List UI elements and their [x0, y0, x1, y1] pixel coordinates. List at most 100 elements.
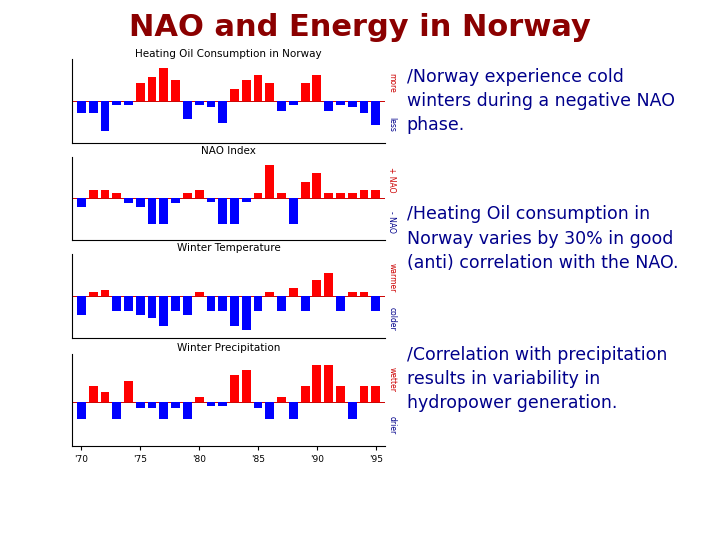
Bar	[207, 198, 215, 202]
Bar	[242, 198, 251, 202]
Bar	[194, 190, 204, 198]
Bar	[171, 402, 180, 408]
Bar	[159, 198, 168, 224]
Bar	[89, 292, 98, 296]
Bar	[277, 102, 286, 111]
Bar	[101, 102, 109, 131]
Bar	[277, 193, 286, 198]
Text: wetter: wetter	[387, 367, 396, 392]
Bar	[101, 392, 109, 402]
Bar	[230, 296, 239, 326]
Bar	[266, 165, 274, 198]
Bar	[218, 198, 227, 224]
Bar	[77, 102, 86, 113]
Bar	[124, 102, 133, 105]
Bar	[148, 296, 156, 319]
Bar	[136, 296, 145, 315]
Bar	[207, 402, 215, 406]
Bar	[266, 83, 274, 102]
Bar	[372, 190, 380, 198]
Title: Heating Oil Consumption in Norway: Heating Oil Consumption in Norway	[135, 49, 322, 59]
Text: - NAO: - NAO	[387, 211, 396, 233]
Bar	[266, 292, 274, 296]
Bar	[230, 89, 239, 102]
Bar	[148, 198, 156, 224]
Bar	[289, 198, 298, 224]
Bar	[159, 296, 168, 326]
Bar	[183, 102, 192, 119]
Bar	[253, 402, 263, 408]
Bar	[207, 102, 215, 107]
Bar	[112, 193, 121, 198]
Bar	[112, 296, 121, 311]
Bar	[277, 397, 286, 402]
Bar	[148, 77, 156, 102]
Bar	[253, 193, 263, 198]
Bar	[230, 375, 239, 402]
Text: colder: colder	[387, 307, 396, 331]
Bar	[171, 296, 180, 311]
Title: NAO Index: NAO Index	[201, 146, 256, 156]
Bar	[266, 402, 274, 418]
Bar	[289, 102, 298, 105]
Bar	[148, 402, 156, 408]
Bar	[112, 102, 121, 105]
Bar	[101, 289, 109, 296]
Bar	[242, 370, 251, 402]
Bar	[194, 292, 204, 296]
Bar	[372, 102, 380, 125]
Bar	[101, 190, 109, 198]
Bar	[312, 364, 321, 402]
Text: drier: drier	[387, 416, 396, 434]
Bar	[289, 288, 298, 296]
Text: + NAO: + NAO	[387, 167, 396, 193]
Bar	[359, 292, 369, 296]
Bar	[372, 386, 380, 402]
Bar	[301, 386, 310, 402]
Text: more: more	[387, 73, 396, 93]
Text: less: less	[387, 117, 396, 132]
Bar	[183, 296, 192, 315]
Bar	[124, 381, 133, 402]
Bar	[242, 296, 251, 330]
Bar	[242, 80, 251, 102]
Title: Winter Temperature: Winter Temperature	[176, 243, 281, 253]
Bar	[372, 296, 380, 311]
Bar	[301, 296, 310, 311]
Bar	[301, 83, 310, 102]
Bar	[359, 386, 369, 402]
Bar	[336, 296, 345, 311]
Bar	[324, 364, 333, 402]
Title: Winter Precipitation: Winter Precipitation	[177, 343, 280, 353]
Bar	[77, 198, 86, 207]
Bar	[359, 190, 369, 198]
Bar	[336, 193, 345, 198]
Bar	[324, 102, 333, 111]
Bar	[124, 198, 133, 204]
Bar	[194, 102, 204, 105]
Bar	[89, 102, 98, 113]
Bar	[253, 75, 263, 102]
Bar	[136, 83, 145, 102]
Bar	[301, 181, 310, 198]
Bar	[171, 198, 180, 204]
Bar	[194, 397, 204, 402]
Bar	[348, 402, 356, 418]
Bar	[124, 296, 133, 311]
Bar	[348, 102, 356, 107]
Bar	[218, 102, 227, 123]
Bar	[183, 193, 192, 198]
Text: /Norway experience cold
winters during a negative NAO
phase.: /Norway experience cold winters during a…	[407, 68, 675, 134]
Bar	[207, 296, 215, 311]
Bar	[136, 198, 145, 207]
Bar	[348, 292, 356, 296]
Bar	[348, 193, 356, 198]
Bar	[312, 280, 321, 296]
Bar	[136, 402, 145, 408]
Bar	[336, 102, 345, 105]
Bar	[312, 75, 321, 102]
Text: /Heating Oil consumption in
Norway varies by 30% in good
(anti) correlation with: /Heating Oil consumption in Norway varie…	[407, 205, 678, 272]
Bar	[171, 80, 180, 102]
Bar	[112, 402, 121, 418]
Text: warmer: warmer	[387, 262, 396, 292]
